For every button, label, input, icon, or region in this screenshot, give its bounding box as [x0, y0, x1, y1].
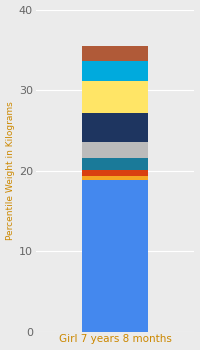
Bar	[82, 81, 148, 113]
Bar	[82, 113, 148, 142]
Y-axis label: Percentile Weight in Kilograms: Percentile Weight in Kilograms	[6, 101, 15, 240]
Bar	[82, 180, 148, 332]
Bar	[82, 46, 148, 61]
Bar	[82, 170, 148, 176]
Bar	[82, 176, 148, 180]
Bar	[82, 158, 148, 170]
Bar	[82, 61, 148, 81]
Bar	[82, 142, 148, 158]
